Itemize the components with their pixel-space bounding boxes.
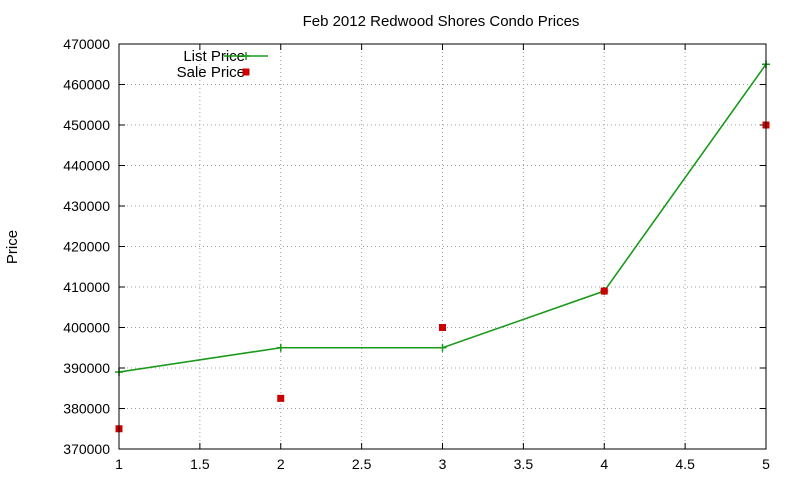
y-tick-label: 370000 [63,441,110,457]
y-tick-labels: 370000 380000 390000 400000 410000 420000 4300… [63,36,110,457]
grid-lines [119,44,766,449]
x-tick-label: 2.5 [352,456,372,472]
y-tick-label: 410000 [63,279,110,295]
x-tick-labels: 1 1.5 2 2.5 3 3.5 4 4.5 5 [115,456,770,472]
sale-price-point [277,394,285,402]
x-tick-label: 2 [277,456,285,472]
legend-label: List Price [183,48,245,65]
sale-price-point [600,287,608,295]
y-tick-label: 390000 [63,360,110,376]
legend-label: Sale Price [177,64,245,81]
y-tick-label: 400000 [63,320,110,336]
y-tick-label: 380000 [63,401,110,417]
y-tick-label: 430000 [63,198,110,214]
x-tick-label: 5 [762,456,770,472]
y-tick-label: 460000 [63,77,110,93]
x-tick-label: 1 [115,456,123,472]
y-tick-label: 450000 [63,117,110,133]
x-tick-label: 1.5 [190,456,210,472]
sale-price-point [439,324,446,331]
x-tick-label: 3.5 [514,456,534,472]
x-tick-label: 3 [439,456,447,472]
plot-frame [118,43,767,450]
x-tick-label: 4 [600,456,608,472]
legend-square-marker [242,68,250,76]
list-price-point [276,343,285,352]
y-tick-label: 470000 [63,36,110,52]
list-price-point [438,343,447,352]
y-axis-label: Price [4,230,21,264]
y-tick-label: 440000 [63,158,110,174]
x-tick-label: 4.5 [675,456,695,472]
chart-title: Feb 2012 Redwood Shores Condo Prices [303,13,580,30]
legend-cross-marker [242,52,250,60]
y-tick-label: 420000 [63,239,110,255]
